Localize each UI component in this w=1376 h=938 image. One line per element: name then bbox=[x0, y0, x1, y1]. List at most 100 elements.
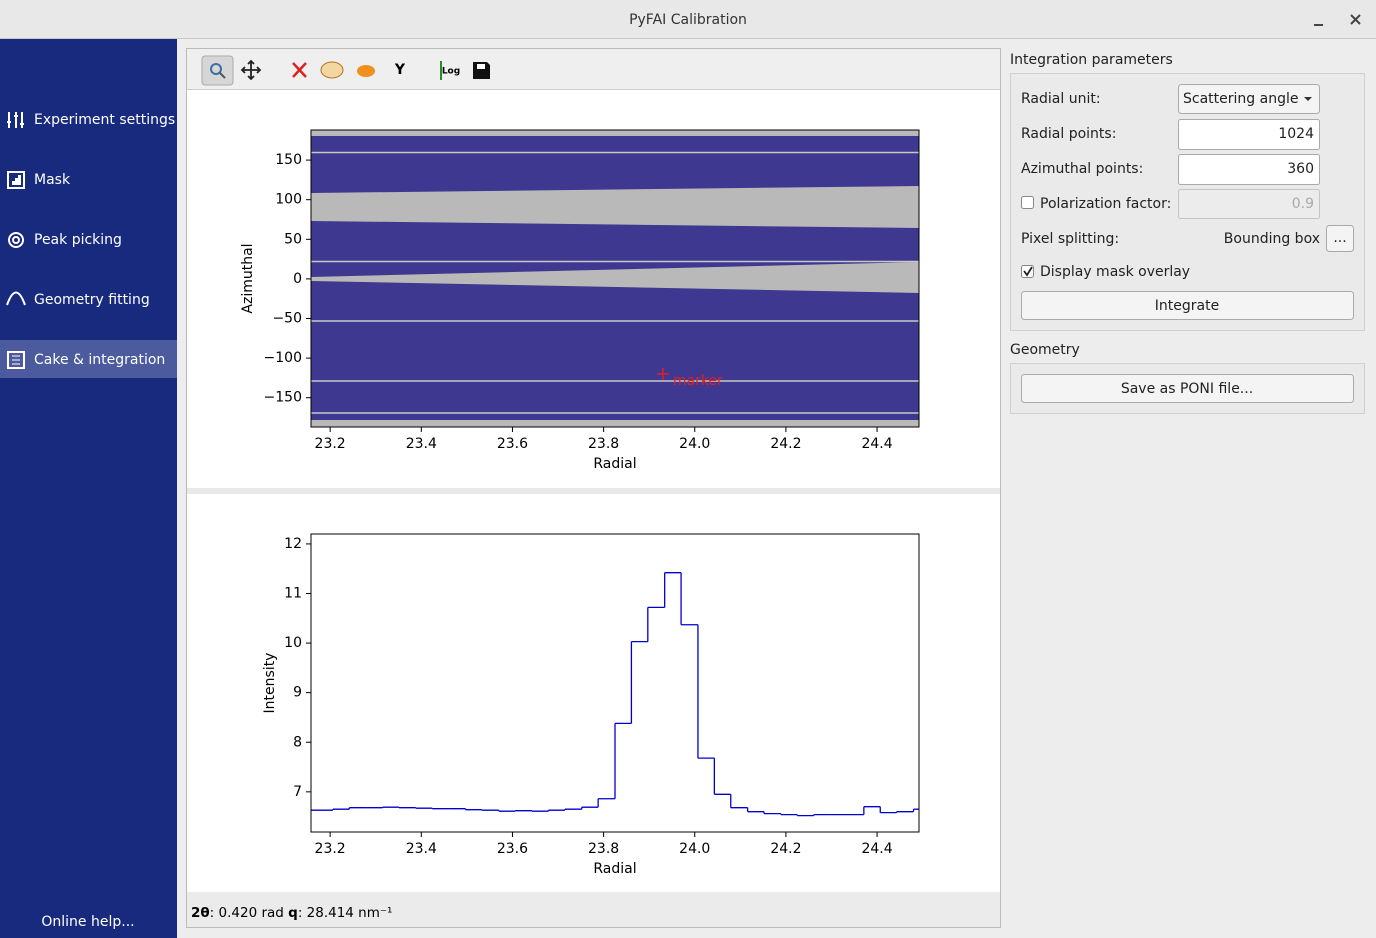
pan-button[interactable] bbox=[240, 59, 262, 81]
icon-peak bbox=[8, 232, 24, 248]
y-tick-label: 0 bbox=[293, 271, 302, 287]
axes-frame bbox=[310, 533, 920, 833]
x-tick-label: 24.4 bbox=[861, 841, 892, 857]
zoom-button[interactable] bbox=[201, 55, 234, 86]
log-button[interactable]: Log bbox=[442, 67, 460, 77]
splitter bbox=[187, 488, 1000, 494]
polarization-checkbox[interactable] bbox=[1021, 196, 1034, 209]
y-tick-label: −50 bbox=[272, 310, 302, 326]
cake-image bbox=[311, 130, 919, 427]
button-label: ... bbox=[1333, 230, 1346, 246]
sidebar-bg bbox=[0, 39, 177, 938]
x-tick-label: 24.0 bbox=[679, 436, 710, 452]
x-tick-label: 24.0 bbox=[679, 841, 710, 857]
radial-points-input[interactable] bbox=[1178, 119, 1320, 150]
mask-band bbox=[311, 262, 919, 293]
zoom-icon bbox=[210, 63, 222, 75]
group-title: Integration parameters bbox=[1010, 52, 1173, 68]
marker bbox=[656, 367, 669, 380]
integrate-button[interactable] bbox=[1021, 291, 1354, 320]
polarization-input bbox=[1178, 189, 1320, 219]
close-button[interactable] bbox=[1350, 14, 1361, 25]
checkmark bbox=[1023, 266, 1033, 277]
status-q-label: q bbox=[288, 905, 298, 921]
x-tick-label: 23.6 bbox=[497, 436, 528, 452]
combo-arrow bbox=[1304, 97, 1312, 101]
status-tth-label: 2θ bbox=[191, 905, 210, 921]
field-label: Display mask overlay bbox=[1040, 264, 1190, 280]
icon-mask bbox=[7, 171, 25, 189]
y-axis-label: Azimuthal bbox=[240, 243, 256, 313]
nav-item[interactable]: Geometry fitting bbox=[34, 292, 150, 308]
nav-item[interactable]: Peak picking bbox=[34, 232, 122, 248]
title-bar bbox=[0, 0, 1376, 38]
status-q-value: : 28.414 nm⁻¹ bbox=[298, 905, 393, 921]
combo-value: Scattering angle bbox=[1183, 91, 1298, 107]
input-value: 1024 bbox=[1278, 126, 1314, 142]
x-tick-label: 23.4 bbox=[406, 841, 437, 857]
input-value: 0.9 bbox=[1292, 196, 1314, 212]
field-label: Azimuthal points: bbox=[1021, 161, 1143, 177]
azimuthal-points-input[interactable] bbox=[1178, 154, 1320, 185]
y-tick-label: −100 bbox=[264, 350, 302, 366]
y-axis-label: Intensity bbox=[262, 653, 278, 714]
x-tick-label: 24.4 bbox=[861, 436, 892, 452]
button-label: Save as PONI file... bbox=[1121, 381, 1253, 397]
input-value: 360 bbox=[1287, 161, 1314, 177]
y-tick-label: 50 bbox=[284, 231, 302, 247]
mask-band bbox=[311, 420, 919, 427]
radial-unit-combo[interactable] bbox=[1178, 84, 1320, 114]
y-tick-label: 100 bbox=[275, 192, 302, 208]
help-link[interactable]: Online help... bbox=[41, 914, 134, 930]
field-label: Radial unit: bbox=[1021, 91, 1101, 107]
y-tick-label: 8 bbox=[293, 734, 302, 750]
status-text: 2θ: 0.420 rad q: 28.414 nm⁻¹ bbox=[191, 905, 392, 921]
y-tick-label: 10 bbox=[284, 635, 302, 651]
x-axis-label: Radial bbox=[593, 861, 636, 877]
button-label: Integrate bbox=[1155, 298, 1219, 314]
x-tick-label: 23.8 bbox=[588, 436, 619, 452]
reset-button[interactable] bbox=[292, 62, 307, 78]
x-tick-label: 24.2 bbox=[770, 436, 801, 452]
x-tick-label: 23.2 bbox=[315, 436, 346, 452]
status-bar bbox=[187, 892, 1000, 927]
y-axis-button[interactable]: Y bbox=[394, 62, 406, 78]
save-poni-button[interactable] bbox=[1021, 374, 1354, 403]
colormap-button[interactable] bbox=[320, 61, 344, 79]
toolbar bbox=[187, 49, 1000, 89]
marker-label: marker bbox=[673, 373, 723, 389]
plot-panel: Y Log 2θ: 0.420 rad q: 28.414 nm⁻¹ marke… bbox=[186, 48, 1001, 928]
icon-cake bbox=[7, 351, 25, 369]
icon-peak-inner bbox=[12, 236, 20, 244]
y-tick-label: 11 bbox=[284, 586, 302, 602]
sidebar: Experiment settings Mask Peak picking Ge… bbox=[0, 39, 177, 938]
y-tick-label: −150 bbox=[264, 390, 302, 406]
status-tth-value: : 0.420 rad bbox=[210, 905, 288, 921]
x-tick-label: 24.2 bbox=[770, 841, 801, 857]
mask-band bbox=[311, 186, 919, 228]
pixel-splitting-value: Bounding box bbox=[1224, 231, 1320, 247]
y-tick-label: 150 bbox=[275, 152, 302, 168]
y-tick-label: 7 bbox=[293, 784, 302, 800]
field-label: Radial points: bbox=[1021, 126, 1116, 142]
icon-geometry bbox=[6, 291, 26, 306]
x-axis-label: Radial bbox=[593, 456, 636, 472]
icon-settings bbox=[7, 112, 24, 128]
mask-line bbox=[311, 151, 919, 414]
nav-item[interactable]: Experiment settings bbox=[34, 112, 175, 128]
group-title: Geometry bbox=[1010, 342, 1080, 358]
field-label: Pixel splitting: bbox=[1021, 231, 1119, 247]
y-tick-label: 12 bbox=[284, 536, 302, 552]
mask-band bbox=[311, 130, 919, 136]
field-label: Polarization factor: bbox=[1040, 196, 1171, 212]
mask-color-button[interactable] bbox=[357, 65, 375, 77]
y-tick-label: 9 bbox=[293, 685, 302, 701]
icon-mask-bars bbox=[12, 175, 21, 185]
nav-item[interactable]: Cake & integration bbox=[34, 352, 165, 368]
pixel-splitting-button[interactable] bbox=[1326, 225, 1354, 252]
integration-panel: Integration parameters Radial unit: Scat… bbox=[1010, 52, 1365, 414]
nav-item[interactable]: Mask bbox=[34, 172, 71, 188]
zoom-icon-handle bbox=[219, 72, 226, 79]
x-tick-label: 23.2 bbox=[315, 841, 346, 857]
x-tick-label: 23.8 bbox=[588, 841, 619, 857]
